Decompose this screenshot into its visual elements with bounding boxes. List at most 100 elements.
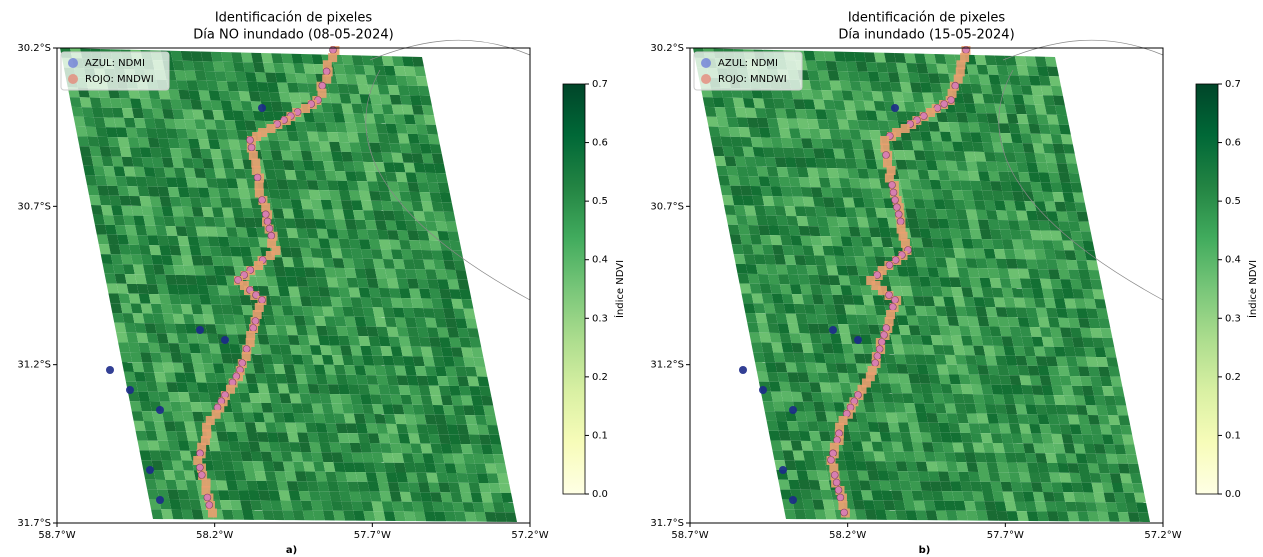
raster-cell (823, 100, 835, 110)
raster-cell (1021, 434, 1033, 444)
raster-cell (896, 413, 908, 423)
raster-cell (1132, 483, 1144, 493)
raster-cell (434, 512, 446, 522)
raster-cell (403, 259, 415, 269)
raster-cell (925, 355, 937, 365)
raster-cell (155, 480, 167, 490)
raster-cell (982, 491, 994, 501)
raster-cell (991, 385, 1003, 395)
raster-cell (229, 344, 241, 354)
raster-cell (1015, 404, 1027, 414)
raster-cell (950, 481, 962, 491)
raster-cell (985, 404, 997, 414)
raster-cell (294, 267, 306, 277)
raster-cell (1032, 337, 1044, 347)
raster-cell (326, 277, 338, 287)
raster-cell (898, 422, 910, 432)
raster-cell (134, 323, 146, 333)
raster-cell (183, 363, 195, 373)
raster-cell (865, 510, 877, 520)
raster-cell (922, 442, 934, 452)
raster-cell (805, 412, 817, 422)
raster-cell (976, 161, 988, 171)
raster-cell (374, 414, 386, 424)
raster-cell (99, 244, 111, 254)
raster-cell (909, 228, 921, 238)
raster-cell (998, 268, 1010, 278)
raster-cell (1009, 75, 1021, 85)
raster-cell (987, 462, 999, 472)
raster-cell (200, 402, 212, 412)
raster-cell (889, 276, 901, 286)
raster-cell (1024, 249, 1036, 259)
raster-cell (1056, 211, 1068, 221)
raster-cell (465, 415, 477, 425)
raster-cell (413, 211, 425, 221)
raster-cell (451, 396, 463, 406)
raster-cell (424, 115, 436, 125)
raster-cell (354, 462, 366, 472)
raster-cell (783, 148, 795, 158)
raster-cell (281, 403, 293, 413)
raster-cell (124, 372, 136, 382)
raster-cell (1059, 173, 1071, 183)
raster-cell (315, 122, 327, 132)
raster-cell (313, 511, 325, 521)
raster-cell (967, 268, 979, 278)
raster-cell (819, 431, 831, 441)
raster-cell (1071, 483, 1083, 493)
raster-cell (427, 327, 439, 337)
raster-cell (141, 304, 153, 314)
raster-cell (709, 127, 721, 137)
raster-cell (139, 450, 151, 460)
raster-cell (467, 473, 479, 483)
raster-cell (273, 63, 285, 73)
raster-cell (849, 432, 861, 442)
raster-cell (269, 393, 281, 403)
raster-cell (380, 395, 392, 405)
raster-cell (220, 198, 232, 208)
raster-cell (417, 279, 429, 289)
raster-cell (105, 274, 117, 284)
raster-cell (363, 259, 375, 269)
raster-cell (977, 65, 989, 75)
raster-cell (222, 159, 234, 169)
raster-cell (851, 188, 863, 198)
raster-cell (780, 284, 792, 294)
raster-cell (356, 472, 368, 482)
raster-cell (863, 247, 875, 257)
raster-cell (784, 255, 796, 265)
raster-cell (902, 140, 914, 150)
raster-cell (762, 196, 774, 206)
raster-cell (830, 383, 842, 393)
raster-cell (954, 200, 966, 210)
raster-cell (193, 265, 205, 275)
raster-cell (1097, 512, 1109, 522)
raster-cell (406, 124, 418, 134)
raster-cell (934, 501, 946, 511)
raster-cell (395, 172, 407, 182)
raster-cell (178, 139, 190, 149)
raster-cell (786, 265, 798, 275)
raster-cell (394, 511, 406, 521)
raster-cell (910, 179, 922, 189)
raster-cell (402, 405, 414, 415)
raster-cell (483, 406, 495, 416)
raster-cell (1024, 153, 1036, 163)
raster-cell (1026, 308, 1038, 318)
raster-cell (242, 257, 254, 267)
raster-cell (137, 235, 149, 245)
water-marker (841, 509, 848, 516)
raster-cell (1019, 472, 1031, 482)
raster-cell (1033, 492, 1045, 502)
raster-cell (150, 148, 162, 158)
raster-cell (467, 328, 479, 338)
raster-cell (299, 141, 311, 151)
raster-cell (964, 200, 976, 210)
raster-cell (172, 207, 184, 217)
raster-cell (1053, 492, 1065, 502)
raster-cell (888, 72, 900, 82)
raster-cell (1009, 375, 1021, 385)
colorbar-tick-label: 0.3 (592, 313, 608, 324)
raster-cell (113, 166, 125, 176)
